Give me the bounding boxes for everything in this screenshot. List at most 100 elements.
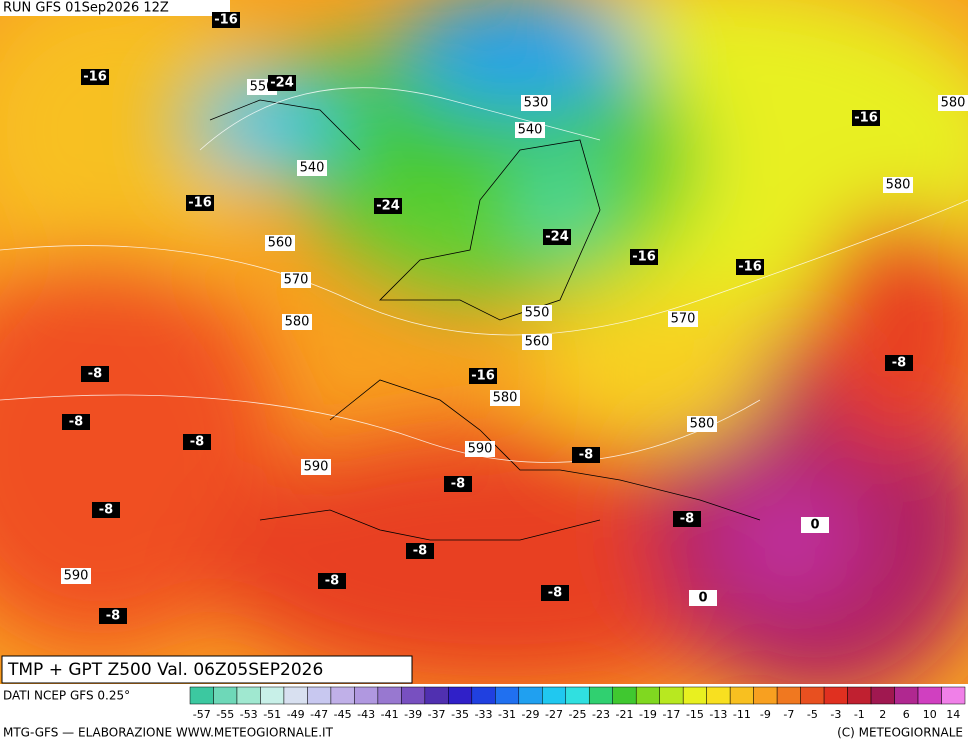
legend-swatch [542, 686, 567, 705]
tmp-label: -8 [579, 448, 593, 463]
legend-swatch [236, 686, 261, 705]
legend-swatch [260, 686, 285, 705]
tmp-label: -24 [376, 199, 400, 214]
legend-swatch [847, 686, 872, 705]
legend-tick-label: -23 [592, 708, 610, 721]
legend-tick-label: -29 [522, 708, 540, 721]
legend-tick-label: -35 [451, 708, 469, 721]
legend-swatch [729, 686, 754, 705]
tmp-label-bg [81, 366, 109, 382]
tmp-label-bg [406, 543, 434, 559]
legend-tick-label: -37 [428, 708, 446, 721]
tmp-label: -8 [680, 512, 694, 527]
legend-tick-label: -5 [807, 708, 818, 721]
tmp-label: 0 [698, 591, 707, 606]
tmp-label-bg [99, 608, 127, 624]
tmp-label: -8 [99, 503, 113, 518]
gpt-label: 570 [671, 312, 696, 327]
tmp-label: -8 [69, 415, 83, 430]
legend-swatch [823, 686, 848, 705]
legend-tick-label: -53 [240, 708, 258, 721]
gpt-label: 550 [525, 306, 550, 321]
tmp-label: -24 [270, 76, 294, 91]
legend-swatch [941, 686, 966, 705]
tmp-label-bg [689, 590, 717, 606]
tmp-label: -8 [451, 477, 465, 492]
legend-swatch [448, 686, 473, 705]
gpt-label-bg [301, 459, 331, 475]
gpt-label-bg [687, 416, 717, 432]
legend-swatch [354, 686, 379, 705]
legend-swatch [776, 686, 801, 705]
tmp-label: 0 [810, 518, 819, 533]
legend-swatch [189, 686, 214, 705]
legend-tick-label: -47 [310, 708, 328, 721]
legend-swatch [330, 686, 355, 705]
legend-tick-label: 10 [923, 708, 937, 721]
tmp-label: -16 [632, 250, 656, 265]
legend-tick-label: -49 [287, 708, 305, 721]
map [0, 0, 968, 684]
gpt-label-bg [522, 334, 552, 350]
run-box [0, 0, 230, 16]
tmp-label-bg [736, 259, 764, 275]
gpt-label: 580 [690, 417, 715, 432]
legend-tick-label: -43 [357, 708, 375, 721]
legend-tick-label: -15 [686, 708, 704, 721]
legend-swatch [894, 686, 919, 705]
legend-tick-label: -3 [830, 708, 841, 721]
legend-swatch [471, 686, 496, 705]
legend-swatch [307, 686, 332, 705]
tmp-label: -8 [88, 367, 102, 382]
copyright: (C) METEOGIORNALE [837, 726, 963, 740]
gpt-label-bg [668, 311, 698, 327]
tmp-label-bg [183, 434, 211, 450]
gpt-label-bg [297, 160, 327, 176]
title-box [1, 655, 413, 684]
tmp-label: -24 [545, 230, 569, 245]
legend-swatch [800, 686, 825, 705]
legend-swatch [635, 686, 660, 705]
map-title: TMP + GPT Z500 Val. 06Z05SEP2026 [7, 660, 323, 680]
legend-swatch [424, 686, 449, 705]
legend-swatch [659, 686, 684, 705]
tmp-label-bg [469, 368, 497, 384]
legend-tick-label: -27 [545, 708, 563, 721]
gpt-label: 590 [304, 460, 329, 475]
legend-swatch [870, 686, 895, 705]
legend-tick-label: -55 [216, 708, 234, 721]
tmp-label-bg [444, 476, 472, 492]
legend-swatch [401, 686, 426, 705]
tmp-label-bg [318, 573, 346, 589]
gpt-label-bg [522, 305, 552, 321]
legend-tick-label: -7 [783, 708, 794, 721]
legend-tick-label: -31 [498, 708, 516, 721]
gpt-label-bg [515, 122, 545, 138]
legend-swatch [706, 686, 731, 705]
legend-tick-label: -9 [760, 708, 771, 721]
credits: MTG-GFS — ELABORAZIONE WWW.METEOGIORNALE… [3, 726, 334, 740]
tmp-label: -16 [738, 260, 762, 275]
legend-tick-label: -21 [615, 708, 633, 721]
tmp-label-bg [801, 517, 829, 533]
gpt-label: 530 [524, 96, 549, 111]
legend-tick-label: 6 [903, 708, 910, 721]
gpt-label-bg [490, 390, 520, 406]
gpt-label-bg [465, 441, 495, 457]
tmp-label: -8 [892, 356, 906, 371]
tmp-label-bg [852, 110, 880, 126]
tmp-label: -16 [471, 369, 495, 384]
tmp-label-bg [268, 75, 296, 91]
legend-tick-label: -13 [709, 708, 727, 721]
gpt-label: 590 [468, 442, 493, 457]
tmp-label-bg [572, 447, 600, 463]
legend-tick-label: -51 [263, 708, 281, 721]
gpt-label: 570 [284, 273, 309, 288]
gpt-label: 580 [941, 96, 966, 111]
gpt-label: 560 [525, 335, 550, 350]
legend-tick-label: -25 [569, 708, 587, 721]
gpt-label: 560 [268, 236, 293, 251]
legend-swatch [588, 686, 613, 705]
tmp-label-bg [541, 585, 569, 601]
